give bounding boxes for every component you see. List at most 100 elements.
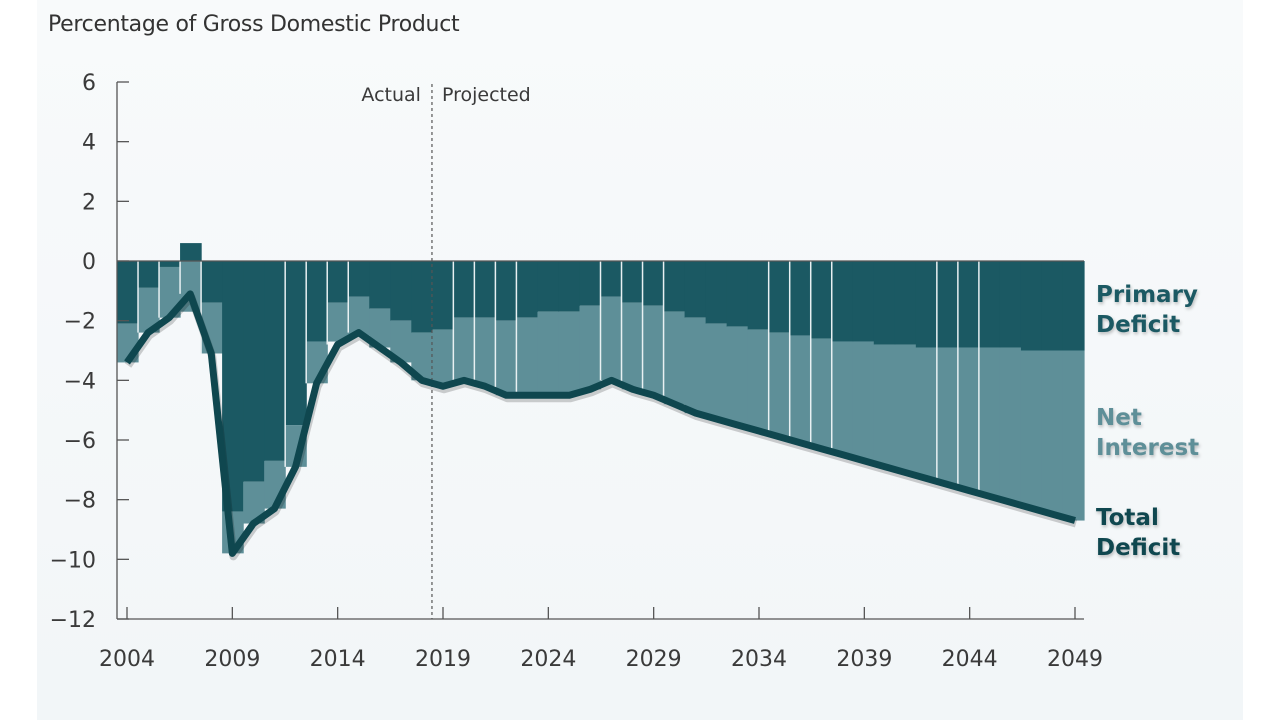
legend-primary-line2: Deficit xyxy=(1096,312,1181,338)
net-interest-bar xyxy=(747,329,770,432)
bars-layer xyxy=(117,243,1085,554)
primary-deficit-bar xyxy=(222,261,244,512)
primary-deficit-bar xyxy=(369,261,391,309)
primary-deficit-bar xyxy=(117,261,139,324)
net-interest-bar xyxy=(978,347,1001,497)
primary-deficit-bar xyxy=(663,261,686,312)
primary-deficit-bar xyxy=(873,261,896,345)
net-interest-bar xyxy=(873,344,896,467)
net-interest-bar xyxy=(663,311,686,405)
primary-deficit-bar xyxy=(768,261,791,333)
net-interest-bar xyxy=(243,481,265,524)
primary-deficit-bar xyxy=(558,261,581,312)
primary-deficit-bar xyxy=(243,261,265,482)
primary-deficit-bar xyxy=(411,261,433,333)
net-interest-bar xyxy=(642,305,665,396)
net-interest-bar xyxy=(453,317,475,381)
primary-deficit-bar xyxy=(537,261,560,312)
primary-deficit-bar xyxy=(1020,261,1043,351)
y-tick-label: −4 xyxy=(64,369,96,394)
net-interest-bar xyxy=(390,320,412,363)
primary-deficit-bar xyxy=(495,261,518,321)
primary-deficit-bar xyxy=(621,261,644,303)
net-interest-bar xyxy=(558,311,581,396)
net-interest-bar xyxy=(474,317,496,387)
primary-deficit-bar xyxy=(915,261,938,348)
legend-primary-deficit: Primary Deficit xyxy=(1096,280,1198,340)
net-interest-bar xyxy=(579,305,602,390)
primary-deficit-bar xyxy=(1041,261,1064,351)
primary-deficit-bar xyxy=(684,261,707,318)
y-tick-label: −2 xyxy=(64,310,96,335)
legend-total-line2: Deficit xyxy=(1096,535,1181,561)
y-tick-label: 0 xyxy=(82,250,96,275)
primary-deficit-bar xyxy=(285,261,307,426)
net-interest-bar xyxy=(768,332,791,438)
net-interest-bar xyxy=(684,317,707,414)
primary-deficit-bar xyxy=(453,261,475,318)
x-tick-label: 2024 xyxy=(520,647,576,672)
primary-deficit-bar xyxy=(978,261,1001,348)
primary-deficit-bar xyxy=(327,261,349,303)
legend-total-line1: Total xyxy=(1096,505,1159,531)
total-deficit-line xyxy=(124,290,1076,557)
primary-deficit-bar xyxy=(957,261,980,348)
primary-deficit-bar xyxy=(747,261,770,330)
x-tick-label: 2044 xyxy=(942,647,998,672)
primary-deficit-bar xyxy=(789,261,812,336)
net-interest-bar xyxy=(810,338,833,449)
y-tick-label: 6 xyxy=(82,71,96,96)
net-interest-bar xyxy=(1020,350,1043,509)
net-interest-bar xyxy=(894,344,917,473)
x-tick-label: 2019 xyxy=(415,647,471,672)
primary-deficit-bar xyxy=(831,261,854,342)
legend-total-deficit: Total Deficit xyxy=(1096,503,1180,563)
primary-deficit-bar xyxy=(999,261,1022,348)
y-tick-label: −10 xyxy=(50,548,96,573)
net-interest-bar xyxy=(327,302,349,342)
bar-separators-layer xyxy=(137,261,980,497)
primary-deficit-bar xyxy=(159,261,181,267)
legend-primary-line1: Primary xyxy=(1096,282,1198,308)
net-interest-bar xyxy=(1062,350,1085,521)
primary-deficit-bar xyxy=(810,261,833,339)
primary-deficit-bar xyxy=(264,261,286,461)
y-tick-label: 4 xyxy=(82,131,96,156)
primary-deficit-bar xyxy=(642,261,665,306)
projected-label: Projected xyxy=(442,84,531,106)
actual-label: Actual xyxy=(361,84,421,106)
net-interest-bar xyxy=(789,335,812,443)
x-tick-label: 2009 xyxy=(204,647,260,672)
x-tick-label: 2014 xyxy=(310,647,366,672)
primary-deficit-bar xyxy=(1062,261,1085,351)
primary-deficit-bar xyxy=(432,261,454,330)
net-interest-bar xyxy=(348,296,370,336)
net-interest-bar xyxy=(831,341,854,455)
net-interest-bar xyxy=(726,326,749,426)
x-tick-label: 2004 xyxy=(99,647,155,672)
net-interest-bar xyxy=(600,296,623,381)
primary-deficit-bar xyxy=(600,261,623,297)
x-tick-label: 2034 xyxy=(731,647,787,672)
primary-deficit-bar xyxy=(138,261,160,288)
x-tick-label: 2049 xyxy=(1047,647,1103,672)
net-interest-bar xyxy=(369,308,391,348)
legend-net-interest: Net Interest xyxy=(1096,403,1199,463)
y-tick-label: −12 xyxy=(50,608,96,633)
primary-deficit-bar xyxy=(705,261,728,324)
net-interest-bar xyxy=(621,302,644,390)
y-tick-label: −6 xyxy=(64,429,96,454)
legend-interest-line1: Net xyxy=(1096,405,1142,431)
net-interest-bar xyxy=(705,323,728,420)
net-interest-bar xyxy=(915,347,938,479)
net-interest-bar xyxy=(138,287,160,333)
primary-deficit-bar xyxy=(306,261,328,342)
primary-deficit-bar xyxy=(852,261,875,342)
y-tick-label: −8 xyxy=(64,489,96,514)
primary-deficit-bar xyxy=(201,261,223,303)
primary-deficit-bar xyxy=(579,261,602,306)
net-interest-bar xyxy=(495,320,518,396)
primary-deficit-bar xyxy=(390,261,412,321)
net-interest-bar xyxy=(1041,350,1064,515)
